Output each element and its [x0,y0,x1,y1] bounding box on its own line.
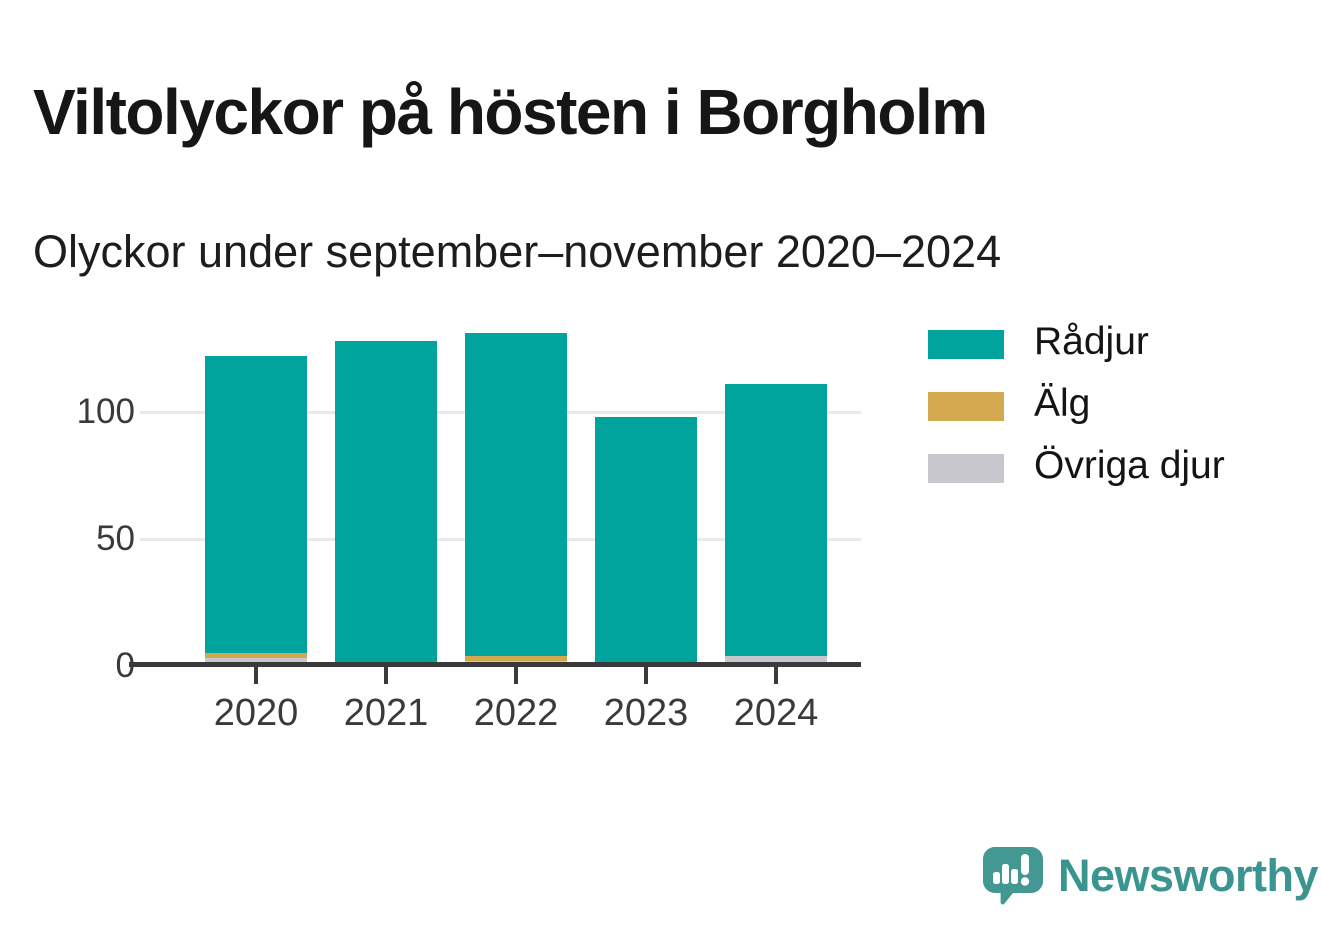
x-tick-label-2022: 2022 [473,692,559,734]
page-subtitle: Olyckor under september–november 2020–20… [33,226,1002,277]
legend-swatch-alg [928,392,1004,421]
newsworthy-logo-icon [983,847,1043,905]
legend-swatch-radjur [928,330,1004,359]
bar-2024-vriga-djur [725,656,827,666]
bar-2022-lg [465,656,567,661]
legend: Rådjur Älg Övriga djur [928,322,1225,516]
legend-label-radjur: Rådjur [1034,320,1149,363]
x-axis-line [129,662,861,667]
legend-label-ovriga-djur: Övriga djur [1034,444,1225,487]
legend-swatch-ovriga-djur [928,454,1004,483]
bar-2024-r-djur [725,384,827,656]
x-tick-2020 [254,667,258,684]
branding-name: Newsworthy [1058,850,1319,901]
legend-item-ovriga-djur: Övriga djur [928,446,1225,485]
x-tick-label-2021: 2021 [343,692,429,734]
branding: Newsworthy [982,846,1319,906]
x-tick-label-2024: 2024 [733,692,819,734]
x-tick-2023 [644,667,648,684]
x-tick-2021 [384,667,388,684]
bar-2021-r-djur [335,341,437,666]
bar-2020-lg [205,653,307,658]
x-tick-label-2020: 2020 [213,692,299,734]
bar-2022-r-djur [465,333,567,656]
x-tick-2024 [774,667,778,684]
bar-2023-r-djur [595,417,697,666]
y-tick-label-50: 50 [96,519,135,558]
y-tick-label-100: 100 [76,392,135,431]
x-tick-2022 [514,667,518,684]
x-tick-label-2023: 2023 [603,692,689,734]
legend-label-alg: Älg [1034,382,1091,425]
legend-item-alg: Älg [928,384,1225,423]
y-tick-label-0: 0 [115,646,135,685]
legend-item-radjur: Rådjur [928,322,1225,361]
bar-2020-r-djur [205,356,307,653]
page-title: Viltolyckor på hösten i Borgholm [33,75,988,148]
